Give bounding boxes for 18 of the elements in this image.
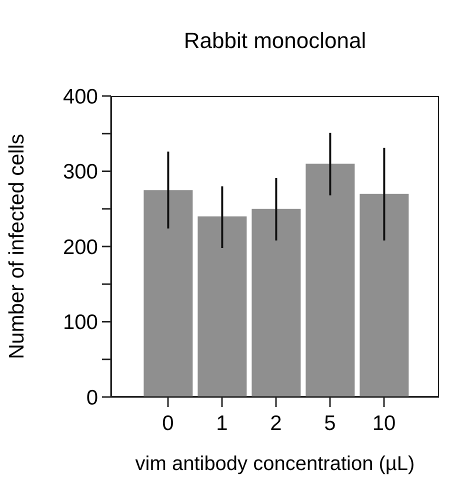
x-tick-label: 2	[270, 412, 282, 435]
bar	[306, 164, 355, 397]
y-tick-label: 300	[62, 160, 98, 184]
bar	[252, 208, 301, 397]
x-tick-label: 1	[216, 412, 228, 435]
bar	[144, 190, 193, 397]
x-tick-label: 5	[324, 412, 336, 435]
bar	[198, 216, 247, 397]
x-tick-label: 10	[372, 412, 396, 435]
y-axis-title: Number of infected cells	[5, 134, 28, 360]
y-tick-label: 100	[62, 311, 98, 334]
y-tick-label: 0	[86, 386, 98, 410]
x-axis-title: vim antibody concentration (µL)	[135, 453, 415, 475]
bar	[360, 194, 409, 397]
y-tick-label: 400	[62, 85, 98, 108]
y-tick-label: 200	[62, 236, 98, 259]
chart-title: Rabbit monoclonal	[182, 27, 368, 55]
x-tick-label: 0	[162, 412, 174, 435]
